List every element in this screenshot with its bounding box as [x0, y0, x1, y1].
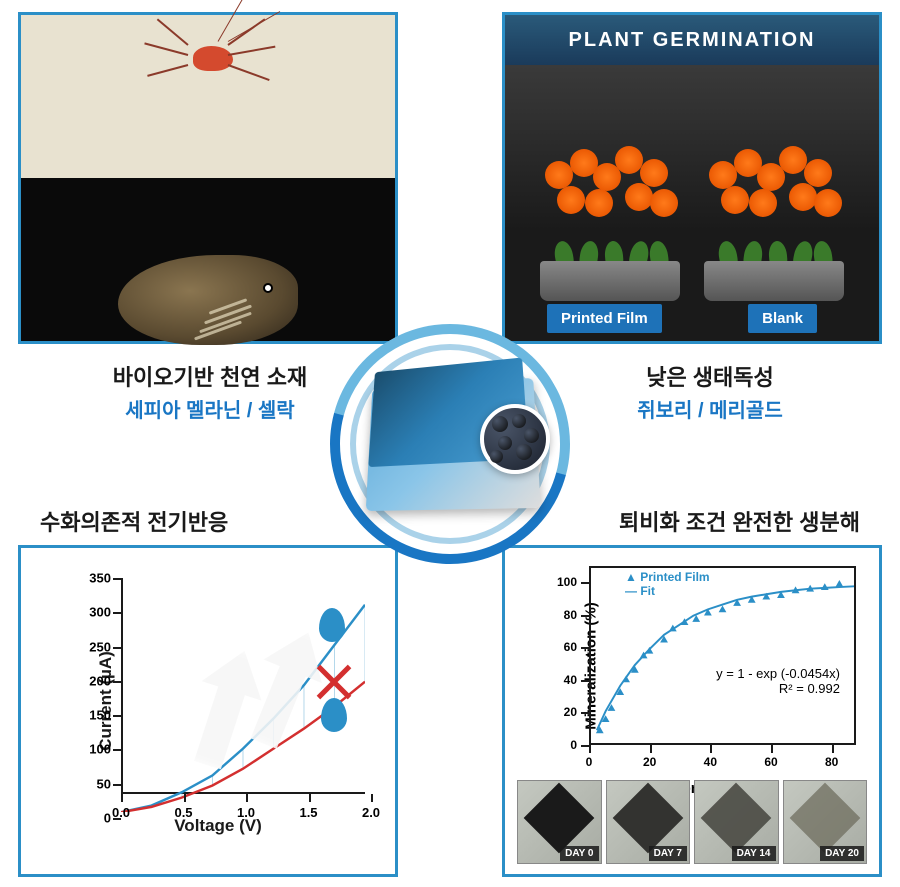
label-title: 바이오기반 천연 소재 [80, 360, 340, 392]
pot-blank [704, 261, 844, 301]
panel-bio-material [18, 12, 398, 344]
label-hydration-electric: 수화의존적 전기반응 [40, 505, 228, 537]
thumb-label: DAY 0 [560, 846, 598, 861]
water-drop-icon [319, 608, 345, 642]
hub-particles-icon [480, 404, 550, 474]
panel-plant-germination: PLANT GERMINATION [502, 12, 882, 344]
r2-text: R² = 0.992 [716, 681, 840, 696]
label-title: 수화의존적 전기반응 [40, 505, 228, 537]
y-axis-label: Current (µA) [96, 651, 116, 751]
flowers-blank [699, 141, 849, 271]
thumb-label: DAY 7 [649, 846, 687, 861]
label-title: 낮은 생태독성 [580, 360, 840, 392]
label-subtitle: 쥐보리 / 메리골드 [580, 394, 840, 423]
flowers-printed-film [535, 141, 685, 271]
br-equation: y = 1 - exp (-0.0454x) R² = 0.992 [716, 666, 840, 696]
no-water-icon [321, 698, 347, 732]
iv-chart: Current (µA) Voltage (V) 0 50 100 150 20… [61, 568, 375, 834]
insect-photo-bg [21, 15, 395, 178]
pot-printed-film [540, 261, 680, 301]
thumb-day14: DAY 14 [694, 780, 779, 864]
center-hub [320, 314, 580, 574]
label-low-ecotox: 낮은 생태독성 쥐보리 / 메리골드 [580, 360, 840, 423]
thumb-label: DAY 14 [732, 846, 776, 861]
panel-iv-chart: Current (µA) Voltage (V) 0 50 100 150 20… [18, 545, 398, 877]
shellac-insect-icon [158, 26, 258, 86]
label-subtitle: 세피아 멜라닌 / 셀락 [80, 394, 340, 423]
mineralization-chart: Mineralization (%) Incubation time (day)… [535, 558, 864, 773]
label-bio-material: 바이오기반 천연 소재 세피아 멜라닌 / 셀락 [80, 360, 340, 423]
legend-line-label: Fit [640, 584, 655, 598]
germination-header: PLANT GERMINATION [505, 15, 879, 66]
br-legend: ▲ Printed Film — Fit [625, 570, 710, 598]
label-title: 퇴비화 조건 완전한 생분해 [619, 505, 860, 537]
pot-label-blank: Blank [748, 304, 817, 333]
cuttlefish-icon [118, 255, 298, 345]
thumb-day20: DAY 20 [783, 780, 868, 864]
thumb-day0: DAY 0 [517, 780, 602, 864]
label-compostable: 퇴비화 조건 완전한 생분해 [619, 505, 860, 537]
thumb-label: DAY 20 [820, 846, 864, 861]
biodegradation-thumbs: DAY 0 DAY 7 DAY 14 DAY 20 [517, 780, 867, 864]
thumb-day7: DAY 7 [606, 780, 691, 864]
equation-text: y = 1 - exp (-0.0454x) [716, 666, 840, 681]
panel-mineralization: Mineralization (%) Incubation time (day)… [502, 545, 882, 877]
germination-photo: Printed Film Blank [505, 65, 879, 341]
legend-marker-label: Printed Film [640, 570, 709, 584]
